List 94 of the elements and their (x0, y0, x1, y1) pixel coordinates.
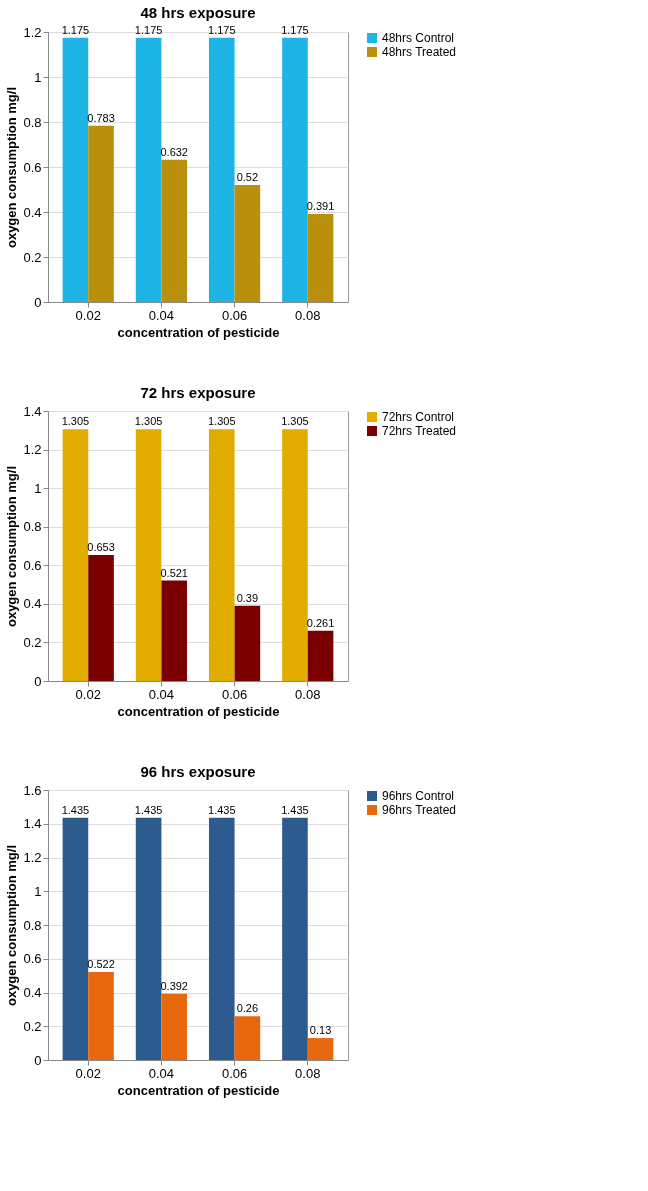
bar (161, 580, 188, 681)
y-tick-label: 0.6 (23, 951, 42, 967)
bar (234, 185, 261, 302)
chart-title: 48 hrs exposure (140, 3, 256, 21)
bar (161, 993, 188, 1060)
bar (282, 37, 308, 302)
bar (135, 817, 162, 1060)
data-label: 1.175 (134, 23, 163, 36)
y-tick-label: 1.2 (23, 442, 42, 458)
bar (282, 429, 308, 681)
y-axis-title: oxygen consumption mg/l (4, 465, 20, 628)
y-tick-label: 0 (34, 294, 42, 310)
x-tick-label: 0.02 (75, 686, 101, 702)
y-tick-label: 0.4 (23, 204, 42, 220)
bar (208, 817, 235, 1060)
x-tick-label: 0.06 (221, 307, 248, 323)
x-tick-label: 0.04 (148, 307, 175, 323)
data-label: 1.435 (208, 803, 236, 816)
data-label: 0.13 (309, 1024, 332, 1037)
data-label: 1.305 (61, 415, 90, 428)
bar (234, 1016, 261, 1060)
bar (135, 37, 162, 302)
y-tick-label: 0.8 (23, 114, 42, 130)
data-label: 0.26 (236, 1002, 259, 1015)
x-axis-title: concentration of pesticide (117, 703, 280, 719)
y-tick-label: 1.4 (23, 403, 42, 419)
x-axis-title: concentration of pesticide (117, 1082, 280, 1098)
bar (62, 817, 89, 1060)
bar (234, 605, 261, 681)
y-tick-label: 1 (34, 69, 42, 85)
legend-label: 48hrs Control (382, 31, 455, 45)
bar (88, 555, 114, 681)
bar (282, 817, 308, 1060)
y-tick-label: 0.2 (23, 634, 42, 650)
data-label: 0.52 (236, 171, 259, 183)
legend-label: 96hrs Treated (382, 803, 457, 817)
data-label: 1.175 (281, 23, 309, 36)
data-label: 0.632 (160, 145, 188, 158)
y-tick-label: 1 (34, 480, 42, 496)
x-tick-label: 0.02 (75, 1065, 101, 1081)
bar (307, 630, 334, 681)
data-label: 1.305 (134, 415, 163, 428)
legend-label: 96hrs Control (382, 789, 455, 803)
bar (208, 429, 235, 681)
y-tick-label: 1.2 (23, 24, 42, 40)
y-tick-label: 0.2 (23, 249, 42, 265)
data-label: 1.175 (61, 23, 90, 36)
x-tick-label: 0.02 (75, 307, 101, 323)
data-label: 0.39 (236, 591, 259, 604)
bar (208, 37, 235, 302)
x-tick-label: 0.08 (295, 307, 321, 323)
legend-label: 48hrs Treated (382, 45, 457, 59)
bar (88, 971, 114, 1060)
y-axis-title: oxygen consumption mg/l (4, 844, 20, 1007)
data-label: 1.435 (61, 803, 90, 816)
y-tick-label: 0.4 (23, 596, 42, 612)
x-tick-label: 0.06 (221, 686, 248, 702)
bar (88, 125, 114, 302)
data-label: 1.175 (208, 23, 236, 36)
y-tick-label: 1 (34, 883, 42, 899)
x-tick-label: 0.04 (148, 1065, 175, 1081)
y-tick-label: 0.4 (23, 985, 42, 1000)
y-tick-label: 0.8 (23, 519, 42, 535)
data-label: 1.305 (208, 415, 236, 428)
bar (161, 159, 188, 302)
legend-label: 72hrs Treated (382, 424, 457, 438)
bar (307, 1038, 334, 1060)
y-tick-label: 0.2 (23, 1018, 42, 1034)
x-tick-label: 0.04 (148, 686, 175, 702)
data-label: 1.305 (281, 415, 309, 428)
y-tick-label: 1.4 (23, 816, 42, 832)
data-label: 1.435 (134, 803, 163, 816)
legend-label: 72hrs Control (382, 410, 455, 424)
data-label: 1.435 (281, 803, 309, 816)
x-tick-label: 0.08 (295, 1065, 321, 1081)
y-tick-label: 0.6 (23, 557, 42, 573)
y-tick-label: 0.6 (23, 159, 42, 175)
bar (62, 429, 89, 681)
x-tick-label: 0.06 (221, 1065, 248, 1081)
chart-title: 72 hrs exposure (140, 384, 256, 401)
y-tick-label: 1.2 (23, 850, 42, 865)
x-axis-title: concentration of pesticide (117, 324, 280, 340)
y-tick-label: 0 (34, 673, 42, 689)
y-tick-label: 0 (34, 1052, 42, 1068)
bar (135, 429, 162, 681)
data-label: 0.392 (160, 979, 188, 992)
bar (62, 37, 89, 302)
chart-title: 96 hrs exposure (140, 763, 256, 780)
y-axis-title: oxygen consumption mg/l (4, 86, 20, 249)
y-tick-label: 1.6 (23, 782, 42, 798)
y-tick-label: 0.8 (23, 917, 42, 933)
data-label: 0.521 (160, 566, 188, 579)
bar (307, 214, 334, 302)
x-tick-label: 0.08 (295, 686, 321, 702)
